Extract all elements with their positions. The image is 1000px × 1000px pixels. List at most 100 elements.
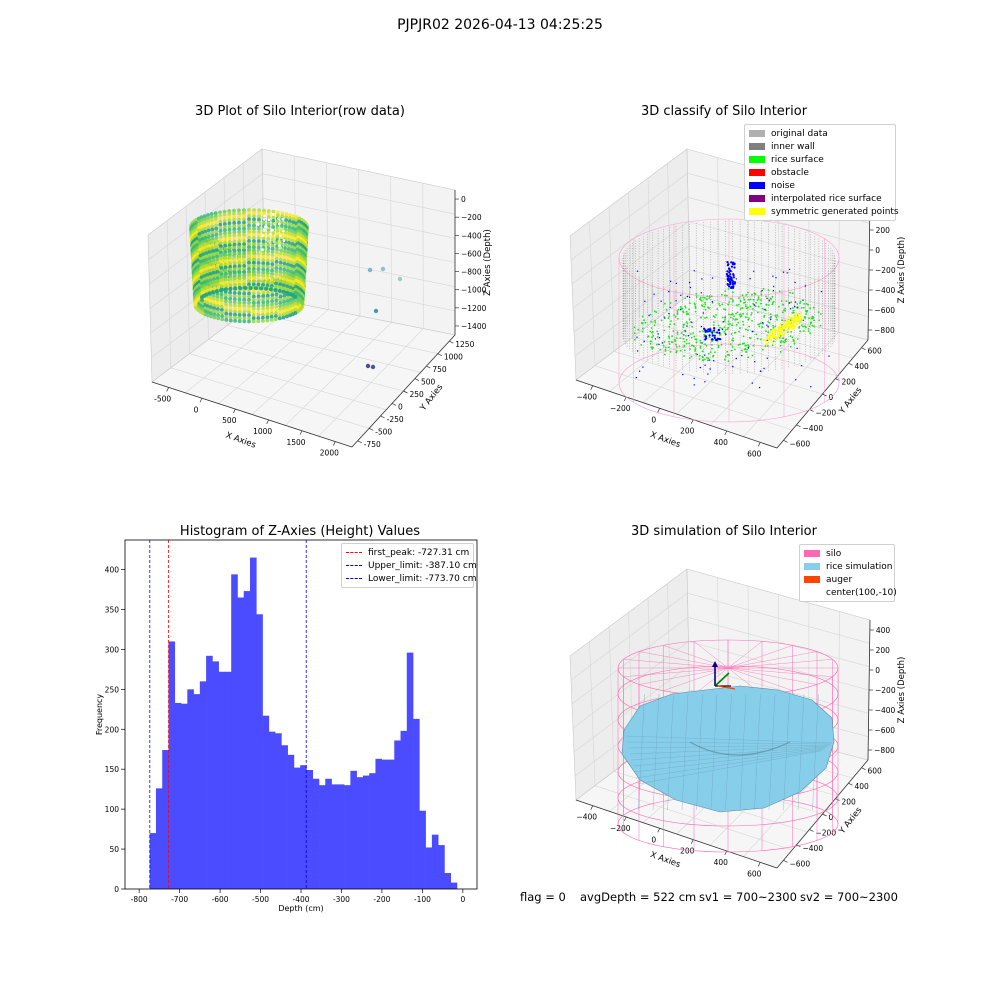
symmetric-point — [771, 341, 774, 344]
raw-point — [208, 284, 213, 289]
raw-point — [206, 231, 211, 236]
rice-surface-point — [791, 336, 794, 339]
raw-point — [237, 276, 242, 281]
raw-point — [265, 293, 270, 298]
rice-surface-point — [714, 331, 716, 334]
histogram-bar — [149, 833, 157, 889]
rice-surface-point — [747, 291, 749, 294]
noise-point — [688, 296, 691, 298]
raw-point — [247, 245, 251, 250]
raw-point — [271, 209, 276, 214]
status-flag: flag = 0 — [520, 890, 566, 904]
raw-point — [257, 227, 261, 231]
noise-point — [709, 368, 711, 370]
raw-point — [218, 222, 223, 227]
raw-point — [278, 297, 283, 302]
noise-point — [689, 286, 692, 289]
rice-surface-point — [779, 337, 781, 339]
raw-point — [242, 220, 246, 225]
rice-surface-point — [781, 319, 783, 321]
center-z-arrowhead — [712, 661, 718, 667]
raw-point — [285, 287, 289, 292]
raw-point — [282, 297, 287, 301]
rice-surface-point — [685, 338, 688, 341]
y-tick-label: 50 — [109, 845, 119, 854]
rice-surface-point — [760, 293, 763, 296]
rice-surface-point — [726, 328, 729, 331]
noise-point — [728, 267, 731, 270]
silo-roof-line — [727, 645, 793, 669]
raw-point — [224, 281, 229, 285]
raw-point — [237, 273, 242, 278]
rice-surface-point — [689, 333, 692, 335]
raw-point — [227, 227, 232, 232]
rice-surface-point — [676, 312, 679, 314]
rice-surface-point — [690, 336, 693, 339]
rice-surface-point — [706, 356, 708, 359]
legend-label: Upper_limit: -387.10 cm — [368, 560, 477, 571]
raw-point — [247, 316, 251, 321]
symmetric-point — [780, 331, 783, 334]
rice-surface-point — [748, 337, 751, 339]
rice-surface-point — [782, 303, 784, 306]
raw-point — [261, 319, 265, 323]
raw-point — [219, 256, 224, 261]
raw-point — [237, 254, 242, 259]
symmetric-point — [781, 334, 784, 337]
raw-point — [278, 244, 281, 248]
rice-surface-point — [710, 295, 713, 298]
y-tick — [848, 782, 853, 786]
raw-point — [215, 267, 220, 271]
raw-point — [232, 233, 237, 238]
rice-surface-point — [752, 298, 755, 301]
raw-point — [237, 214, 241, 219]
rice-surface-point — [784, 307, 787, 310]
raw-point — [209, 311, 213, 316]
silo-roof-line — [727, 641, 763, 669]
histogram-bar — [306, 770, 314, 889]
raw-point — [232, 211, 236, 216]
noise-point — [669, 280, 672, 282]
noise-point — [730, 261, 733, 264]
raw-point — [222, 215, 227, 220]
rice-surface-point — [738, 330, 740, 333]
raw-point — [215, 270, 220, 274]
raw-point — [276, 210, 280, 215]
z-tick-label: −800 — [874, 326, 895, 335]
rice-surface-point — [747, 356, 750, 359]
raw-point — [208, 299, 213, 303]
rice-surface-point — [726, 294, 728, 297]
rice-surface-point — [729, 316, 732, 319]
rice-surface-point — [727, 288, 730, 290]
rice-surface-point — [772, 326, 775, 329]
x-tick-label: -100 — [414, 895, 431, 904]
y-tick-label: -250 — [387, 415, 404, 424]
noise-point — [686, 295, 689, 298]
raw-point — [203, 232, 208, 237]
rice-surface-point — [745, 344, 747, 347]
rice-surface-point — [759, 338, 762, 341]
rice-surface-point — [717, 344, 720, 347]
rice-surface-point — [792, 338, 795, 341]
x-tick — [623, 816, 627, 822]
raw-point — [218, 216, 223, 221]
raw-point — [283, 249, 287, 254]
raw-point — [247, 236, 251, 240]
x-tick — [690, 419, 694, 424]
raw-point — [271, 212, 275, 216]
raw-point — [208, 268, 213, 273]
rice-surface-point — [743, 342, 745, 345]
raw-point — [218, 210, 222, 215]
rice-surface-point — [669, 302, 672, 304]
raw-point — [211, 271, 216, 275]
raw-outlier-point — [370, 364, 376, 370]
raw-point — [266, 226, 270, 230]
noise-point — [713, 327, 716, 330]
rice-surface-point — [691, 344, 693, 347]
rice-surface-point — [799, 300, 802, 303]
raw-point — [261, 280, 265, 284]
raw-point — [283, 230, 288, 235]
rice-surface-point — [748, 317, 750, 319]
raw-point — [293, 294, 298, 299]
noise-point — [730, 286, 733, 289]
